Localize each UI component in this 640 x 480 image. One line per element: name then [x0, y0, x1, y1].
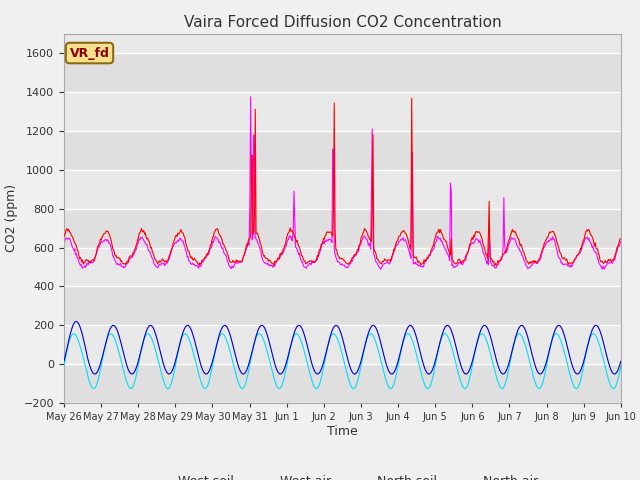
X-axis label: Time: Time — [327, 425, 358, 438]
Text: VR_fd: VR_fd — [70, 47, 109, 60]
Bar — [64, 209, 621, 248]
Y-axis label: CO2 (ppm): CO2 (ppm) — [5, 184, 18, 252]
Bar — [64, 248, 621, 287]
Bar — [64, 92, 621, 131]
Bar — [64, 364, 621, 403]
Bar — [64, 287, 621, 325]
Title: Vaira Forced Diffusion CO2 Concentration: Vaira Forced Diffusion CO2 Concentration — [184, 15, 501, 30]
Bar — [64, 170, 621, 209]
Legend: West soil, West air, North soil, North air: West soil, West air, North soil, North a… — [141, 470, 543, 480]
Bar — [64, 325, 621, 364]
Bar — [64, 53, 621, 92]
Bar — [64, 131, 621, 170]
